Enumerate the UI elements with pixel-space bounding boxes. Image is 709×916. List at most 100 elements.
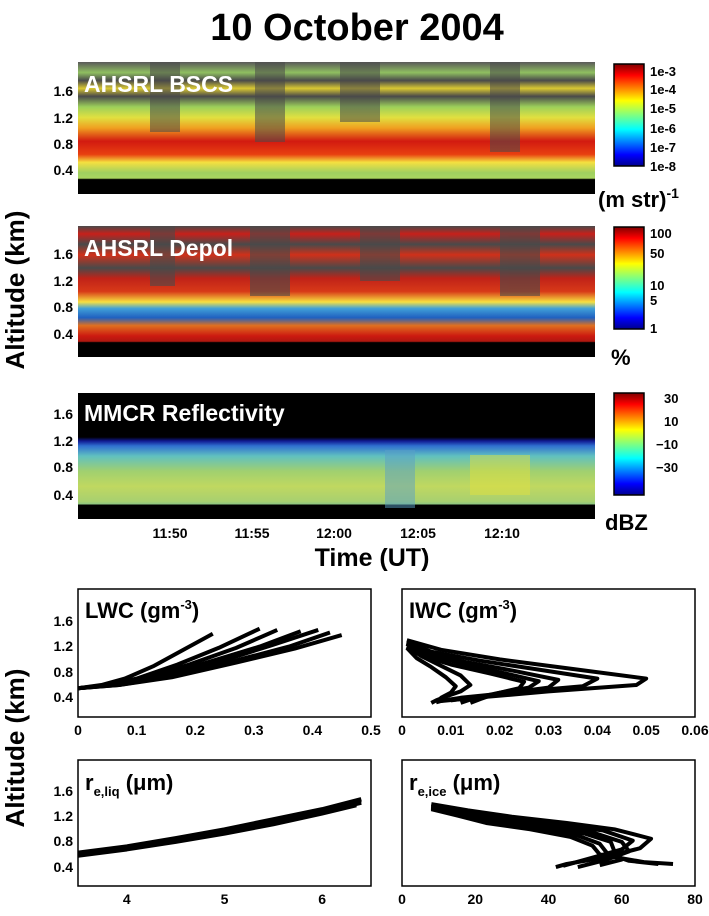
xtick-label: 0.2 (185, 722, 205, 738)
gap-stripe (500, 226, 540, 296)
heatmap-depol-label: AHSRL Depol (84, 235, 233, 261)
ytick-label: 1.6 (54, 406, 74, 422)
xtick-label: 0 (398, 891, 406, 907)
series-group (77, 797, 362, 858)
xtick-label: 0.4 (303, 722, 323, 738)
colorbar-tick: 1e-3 (650, 64, 676, 79)
ytick-label: 1.2 (54, 110, 74, 126)
profile-line (430, 807, 674, 866)
ytick-label: 0.4 (54, 326, 74, 342)
xtick-label: 0.01 (437, 722, 464, 738)
panel-label-end: (μm) (120, 770, 174, 795)
xticks: 4 5 6 (123, 891, 326, 907)
xtick-label: 0.02 (486, 722, 513, 738)
panel-label: re,ice (μm) (409, 770, 500, 799)
series-group (405, 638, 649, 705)
xtick-label: 0.03 (535, 722, 562, 738)
xtick-label: 40 (541, 891, 557, 907)
colorbar-bscs-labels: 1e-3 1e-4 1e-5 1e-6 1e-7 1e-8 (650, 64, 677, 174)
ytick-label: 1.6 (54, 613, 74, 629)
profile-re-liq: re,liq (μm) 1.6 1.2 0.8 0.4 4 5 6 (54, 759, 372, 907)
heatmap-depol-gaps (150, 226, 540, 296)
xticks: 0 20 40 60 80 (398, 891, 703, 907)
low-reflectivity-stripe (385, 450, 415, 508)
heatmap-bscs: AHSRL BSCS 1.6 1.2 0.8 0.4 1e-3 1e-4 1e-… (54, 62, 679, 212)
colorbar-mmcr-unit: dBZ (605, 510, 648, 535)
panel-label-sub: e,liq (94, 784, 120, 799)
profile-lwc: LWC (gm-3) 1.6 1.2 0.8 0.4 0 0.1 0.2 0.3 0.4… (54, 588, 381, 738)
colorbar-bscs-unit: (m str)-1 (598, 185, 679, 212)
heatmap-bscs-label: AHSRL BSCS (84, 71, 233, 97)
figure-title: 10 October 2004 (210, 7, 504, 49)
xtick-label: 11:55 (234, 525, 269, 541)
xtick-label: 0 (398, 722, 406, 738)
xtick-label: 6 (318, 891, 326, 907)
panel-label-sup: -3 (498, 597, 510, 612)
xtick-label: 0.3 (244, 722, 264, 738)
heatmap-mmcr-xticks: 11:50 11:55 12:00 12:05 12:10 (152, 525, 520, 541)
colorbar-depol (613, 226, 645, 330)
xtick-label: 12:10 (484, 525, 520, 541)
profile-line (405, 646, 458, 705)
panel-label-main: LWC (gm (85, 598, 180, 623)
ytick-label: 0.4 (54, 162, 74, 178)
colorbar-mmcr-labels: 30 10 −10 −30 (656, 391, 678, 475)
gap-stripe (340, 62, 380, 122)
colorbar-depol-unit: % (611, 345, 631, 370)
xtick-label: 4 (123, 891, 131, 907)
ytick-label: 1.6 (54, 783, 74, 799)
profile-line (77, 633, 343, 691)
colorbar-bscs (613, 63, 645, 167)
colorbar-mmcr (613, 392, 645, 496)
profile-re-ice: re,ice (μm) 0 20 40 60 80 (398, 759, 703, 907)
ytick-label: 1.2 (54, 638, 74, 654)
xtick-label: 60 (614, 891, 630, 907)
panel-label: re,liq (μm) (85, 770, 173, 799)
xlabel-time: Time (UT) (315, 544, 430, 572)
colorbar-tick: 1e-4 (650, 82, 677, 97)
colorbar-tick: 1e-6 (650, 121, 676, 136)
colorbar-tick: 1e-5 (650, 101, 676, 116)
gap-stripe (255, 62, 285, 142)
xticks: 0 0.1 0.2 0.3 0.4 0.5 (74, 722, 381, 738)
panel-label-end: ) (192, 598, 199, 623)
heatmap-mmcr-label: MMCR Reflectivity (84, 400, 285, 426)
ytick-label: 1.2 (54, 808, 74, 824)
colorbar-tick: 1 (650, 321, 657, 336)
ytick-label: 0.8 (54, 299, 74, 315)
ytick-label: 1.2 (54, 433, 74, 449)
panel-label-main: IWC (gm (409, 598, 498, 623)
colorbar-tick: 5 (650, 293, 657, 308)
colorbar-tick: 10 (664, 414, 678, 429)
heatmap-bscs-gaps (150, 62, 520, 152)
colorbar-depol-labels: 100 50 10 5 1 (650, 226, 672, 336)
panel-label-sup: -3 (180, 597, 192, 612)
ytick-label: 0.4 (54, 689, 74, 705)
plot-frame (77, 759, 372, 887)
gap-stripe (150, 226, 175, 286)
colorbar-tick: −10 (656, 437, 678, 452)
ytick-label: 1.6 (54, 83, 74, 99)
unit-text: (m str) (598, 187, 666, 212)
panel-label: LWC (gm-3) (85, 597, 199, 623)
series-group (77, 626, 343, 691)
gap-stripe (250, 226, 290, 296)
unit-sup: -1 (666, 185, 679, 201)
yticks: 1.6 1.2 0.8 0.4 (54, 783, 74, 875)
ylabel-bottom: Altitude (km) (0, 669, 30, 828)
heatmap-bscs-yticks: 1.6 1.2 0.8 0.4 (54, 83, 74, 178)
xtick-label: 0.1 (127, 722, 147, 738)
xtick-label: 12:05 (400, 525, 436, 541)
xtick-label: 80 (687, 891, 703, 907)
colorbar-tick: 1e-8 (650, 159, 676, 174)
heatmap-mmcr: MMCR Reflectivity 1.6 1.2 0.8 0.4 11:50 … (54, 391, 679, 572)
profile-line (405, 642, 527, 705)
gap-stripe (360, 226, 400, 281)
colorbar-tick: 50 (650, 246, 664, 261)
panel-label-main: r (409, 770, 418, 795)
heatmap-mmcr-yticks: 1.6 1.2 0.8 0.4 (54, 406, 74, 503)
ytick-label: 1.6 (54, 246, 74, 262)
heatmap-depol: AHSRL Depol 1.6 1.2 0.8 0.4 100 50 10 5 … (54, 226, 672, 370)
colorbar-tick: 100 (650, 226, 672, 241)
